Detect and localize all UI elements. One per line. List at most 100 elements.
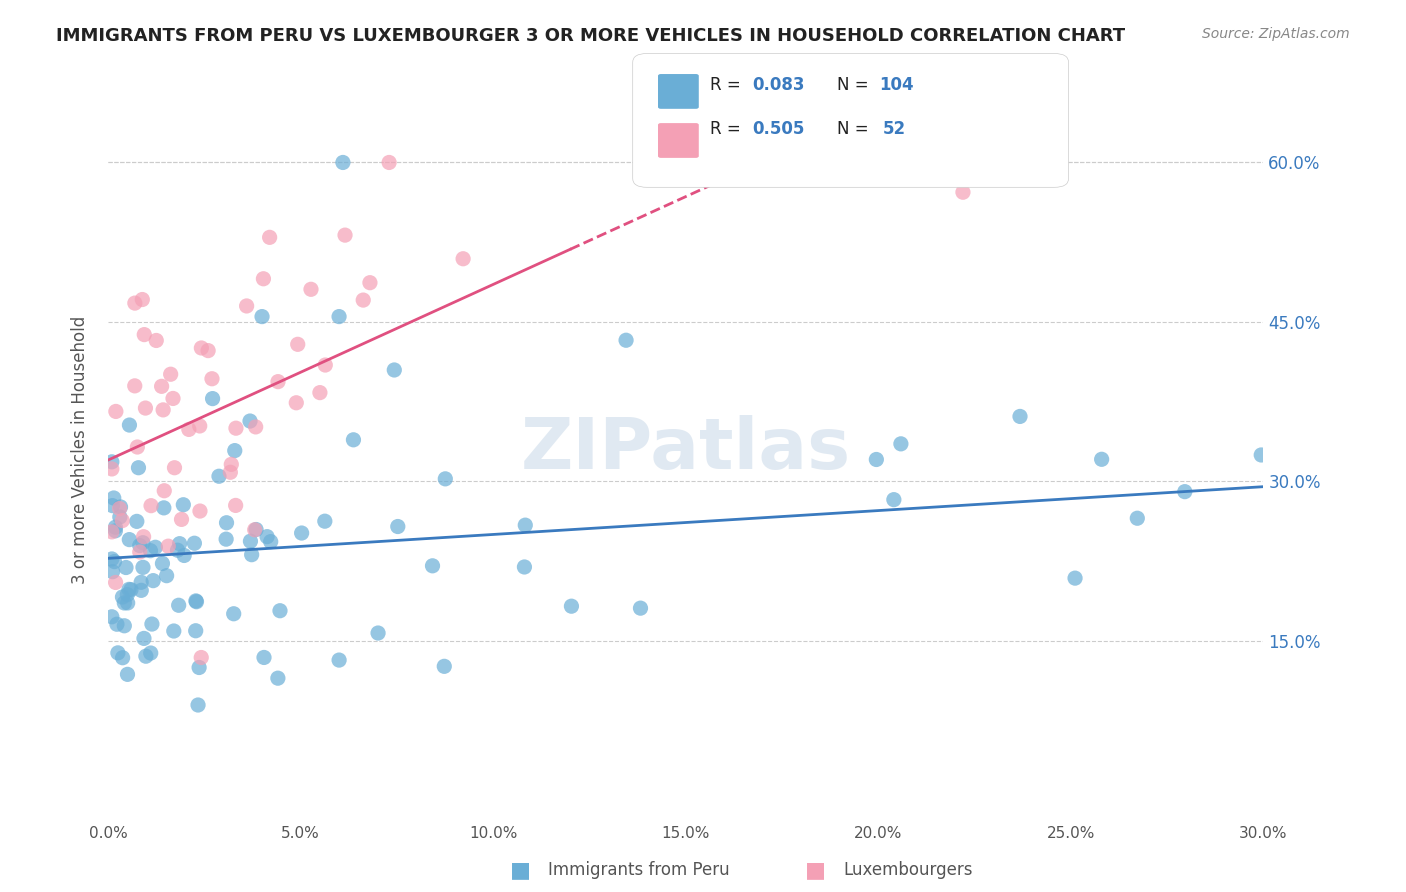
Point	[104, 404, 127, 418]
Point	[952, 186, 974, 200]
Point	[1174, 484, 1197, 499]
Text: ZIPatlas: ZIPatlas	[520, 415, 851, 484]
Point	[118, 582, 141, 597]
Point	[387, 519, 409, 533]
Point	[285, 396, 308, 410]
Point	[132, 632, 155, 646]
Point	[188, 419, 211, 434]
Point	[267, 671, 290, 685]
Y-axis label: 3 or more Vehicles in Household: 3 or more Vehicles in Household	[72, 316, 89, 583]
Point	[1008, 409, 1031, 424]
Point	[153, 483, 176, 498]
Point	[101, 455, 124, 469]
Point	[382, 363, 405, 377]
Point	[1361, 562, 1384, 576]
Point	[560, 599, 582, 614]
Point	[103, 555, 125, 569]
Point	[451, 252, 474, 266]
Point	[188, 504, 211, 518]
Point	[125, 515, 148, 529]
Text: Immigrants from Peru: Immigrants from Peru	[548, 861, 730, 879]
Point	[101, 565, 124, 579]
Point	[332, 155, 354, 169]
Point	[141, 617, 163, 632]
Point	[132, 560, 155, 574]
Point	[215, 532, 238, 546]
Point	[118, 533, 141, 547]
Point	[186, 595, 208, 609]
Point	[1064, 571, 1087, 585]
Point	[124, 379, 146, 393]
Point	[245, 420, 267, 434]
Point	[250, 310, 273, 324]
Text: 0.505: 0.505	[752, 120, 804, 138]
Point	[201, 372, 224, 386]
Point	[104, 520, 127, 534]
Point	[201, 392, 224, 406]
Point	[183, 536, 205, 550]
Point	[101, 609, 124, 624]
Point	[239, 534, 262, 549]
Point	[314, 514, 336, 528]
Point	[108, 510, 131, 524]
Point	[260, 534, 283, 549]
Point	[890, 437, 912, 451]
Point	[152, 403, 174, 417]
Point	[184, 594, 207, 608]
Point	[184, 624, 207, 638]
Point	[252, 272, 274, 286]
Point	[107, 646, 129, 660]
Point	[163, 460, 186, 475]
Point	[177, 422, 200, 436]
Point	[110, 500, 132, 514]
Point	[111, 650, 134, 665]
Point	[170, 512, 193, 526]
Point	[259, 230, 281, 244]
Point	[883, 492, 905, 507]
Point	[117, 596, 139, 610]
Point	[127, 460, 149, 475]
Point	[108, 501, 131, 516]
Point	[197, 343, 219, 358]
Point	[132, 530, 155, 544]
Point	[256, 530, 278, 544]
Point	[513, 560, 536, 574]
Point	[127, 440, 149, 454]
Point	[129, 575, 152, 590]
Point	[333, 228, 356, 243]
Point	[129, 583, 152, 598]
Point	[221, 458, 243, 472]
Point	[188, 660, 211, 674]
Point	[172, 498, 194, 512]
Point	[101, 524, 124, 539]
Text: R =: R =	[710, 120, 747, 138]
Point	[153, 500, 176, 515]
Point	[139, 646, 162, 660]
Point	[328, 653, 350, 667]
Point	[132, 535, 155, 549]
Point	[157, 539, 180, 553]
Point	[104, 575, 127, 590]
Point	[239, 414, 262, 428]
Point	[111, 590, 134, 604]
Point	[434, 472, 457, 486]
Point	[104, 524, 127, 538]
Point	[352, 293, 374, 307]
Point	[159, 368, 181, 382]
Point	[156, 568, 179, 582]
Text: ■: ■	[510, 860, 530, 880]
Point	[166, 543, 188, 558]
Point	[422, 558, 444, 573]
Point	[515, 518, 537, 533]
Point	[222, 607, 245, 621]
Point	[225, 421, 247, 435]
Point	[378, 155, 401, 169]
Point	[163, 624, 186, 638]
Point	[139, 543, 162, 558]
Point	[173, 549, 195, 563]
Point	[224, 443, 246, 458]
Point	[342, 433, 364, 447]
Point	[215, 516, 238, 530]
Point	[614, 333, 637, 347]
Point	[267, 375, 290, 389]
